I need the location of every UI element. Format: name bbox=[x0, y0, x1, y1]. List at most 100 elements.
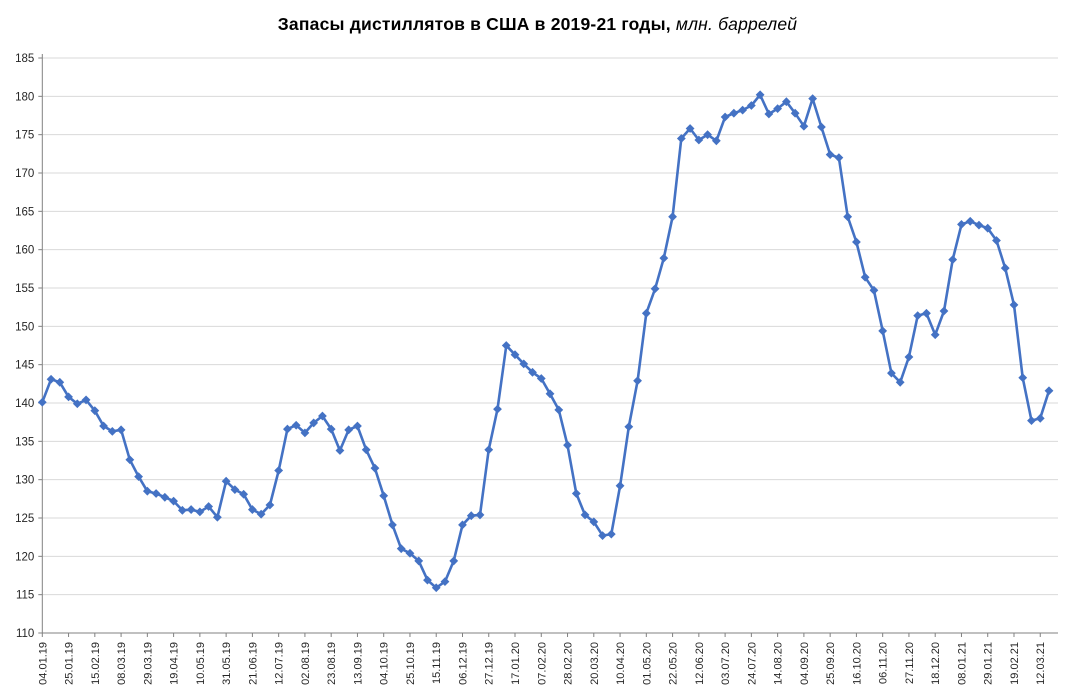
data-point-marker bbox=[309, 418, 319, 428]
data-point-marker bbox=[37, 397, 47, 407]
x-tick-label: 23.08.19 bbox=[326, 642, 338, 685]
data-point-marker bbox=[99, 421, 108, 431]
y-tick-label: 180 bbox=[15, 91, 34, 103]
x-tick-label: 07.02.20 bbox=[536, 642, 548, 685]
data-point-marker bbox=[484, 445, 494, 455]
data-point-marker bbox=[361, 445, 371, 455]
x-tick-label: 13.09.19 bbox=[352, 642, 364, 685]
x-tick-label: 17.01.20 bbox=[510, 642, 522, 685]
data-point-marker bbox=[107, 426, 117, 436]
data-point-marker bbox=[326, 424, 336, 434]
y-tick-label: 115 bbox=[16, 590, 34, 602]
data-point-marker bbox=[247, 505, 257, 514]
data-point-marker bbox=[563, 440, 572, 450]
data-point-marker bbox=[186, 505, 196, 514]
x-tick-label: 14.08.20 bbox=[773, 642, 785, 685]
x-tick-label: 04.01.19 bbox=[37, 642, 49, 685]
y-tick-label: 140 bbox=[15, 398, 34, 410]
data-point-marker bbox=[589, 517, 599, 527]
data-point-marker bbox=[650, 284, 660, 294]
data-point-marker bbox=[974, 220, 984, 230]
data-point-marker bbox=[1027, 416, 1036, 426]
data-point-marker bbox=[869, 285, 879, 295]
data-point-marker bbox=[221, 476, 231, 486]
data-point-marker bbox=[519, 359, 529, 369]
chart-title-main: Запасы дистиллятов в США в 2019-21 годы, bbox=[277, 14, 671, 34]
x-tick-label: 16.10.20 bbox=[851, 642, 863, 685]
y-tick-label: 125 bbox=[15, 513, 34, 525]
x-tick-label: 31.05.19 bbox=[221, 642, 233, 685]
data-point-marker bbox=[283, 424, 292, 434]
data-point-marker bbox=[239, 489, 249, 499]
data-point-marker bbox=[212, 512, 222, 522]
y-tick-label: 155 bbox=[15, 283, 34, 295]
data-point-marker bbox=[318, 411, 327, 421]
data-point-marker bbox=[895, 377, 905, 387]
data-point-marker bbox=[825, 150, 835, 159]
data-point-marker bbox=[554, 405, 564, 415]
data-point-marker bbox=[256, 509, 266, 519]
data-point-marker bbox=[291, 420, 301, 430]
x-tick-label: 10.04.20 bbox=[615, 642, 627, 685]
data-point-marker bbox=[493, 404, 502, 414]
x-tick-label: 20.03.20 bbox=[589, 642, 601, 685]
data-point-marker bbox=[676, 134, 686, 143]
data-point-marker bbox=[1000, 263, 1010, 273]
y-tick-label: 150 bbox=[15, 321, 34, 333]
data-point-marker bbox=[353, 421, 362, 431]
y-tick-label: 135 bbox=[15, 436, 34, 448]
data-point-marker bbox=[55, 377, 65, 387]
data-point-marker bbox=[265, 500, 275, 510]
x-tick-label: 27.12.19 bbox=[484, 642, 496, 685]
data-point-marker bbox=[764, 109, 774, 119]
data-point-marker bbox=[528, 367, 537, 377]
data-point-marker bbox=[90, 406, 100, 416]
data-point-marker bbox=[300, 428, 310, 438]
y-tick-label: 165 bbox=[15, 206, 34, 218]
data-point-marker bbox=[134, 472, 143, 481]
x-tick-label: 22.05.20 bbox=[668, 642, 680, 685]
data-point-marker bbox=[405, 548, 415, 558]
data-point-marker bbox=[729, 108, 739, 118]
data-point-marker bbox=[755, 90, 765, 100]
data-point-marker bbox=[571, 489, 581, 498]
data-point-marker bbox=[939, 306, 949, 316]
data-point-marker bbox=[965, 216, 975, 226]
x-tick-label: 15.02.19 bbox=[90, 642, 102, 685]
data-point-marker bbox=[887, 368, 896, 378]
data-point-marker bbox=[1009, 300, 1019, 310]
data-point-marker bbox=[510, 350, 520, 360]
data-point-marker bbox=[606, 529, 616, 539]
data-point-marker bbox=[992, 236, 1001, 245]
data-point-marker bbox=[773, 104, 783, 113]
data-point-marker bbox=[160, 492, 170, 502]
data-point-marker bbox=[431, 583, 441, 593]
data-point-marker bbox=[449, 556, 459, 566]
data-point-marker bbox=[501, 341, 511, 350]
x-tick-label: 24.07.20 bbox=[746, 642, 758, 685]
y-tick-label: 145 bbox=[15, 360, 34, 372]
y-tick-label: 160 bbox=[15, 245, 34, 257]
data-point-marker bbox=[344, 425, 354, 435]
x-tick-label: 21.06.19 bbox=[247, 642, 259, 685]
data-point-marker bbox=[860, 272, 870, 282]
x-tick-label: 02.08.19 bbox=[300, 642, 312, 685]
data-point-marker bbox=[930, 330, 940, 340]
data-point-marker bbox=[423, 575, 432, 585]
chart-title-unit: млн. баррелей bbox=[670, 14, 798, 34]
data-point-marker bbox=[878, 326, 888, 336]
data-point-marker bbox=[694, 135, 704, 145]
data-point-marker bbox=[641, 308, 651, 318]
data-point-marker bbox=[808, 94, 818, 104]
x-tick-label: 12.03.21 bbox=[1035, 642, 1047, 685]
data-point-marker bbox=[738, 105, 748, 115]
data-point-marker bbox=[615, 481, 625, 491]
data-point-marker bbox=[536, 374, 546, 383]
data-point-marker bbox=[414, 556, 424, 566]
y-tick-label: 120 bbox=[15, 551, 34, 563]
data-point-marker bbox=[396, 544, 406, 554]
data-point-marker bbox=[335, 446, 345, 455]
data-point-marker bbox=[1018, 373, 1028, 383]
data-point-marker bbox=[177, 505, 187, 515]
data-point-marker bbox=[1035, 413, 1045, 423]
